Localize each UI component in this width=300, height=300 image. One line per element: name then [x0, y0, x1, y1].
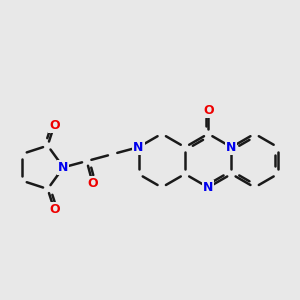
- Text: O: O: [203, 104, 214, 118]
- Text: O: O: [49, 119, 60, 132]
- Text: O: O: [87, 177, 98, 190]
- Text: N: N: [58, 161, 69, 174]
- Text: O: O: [49, 203, 60, 216]
- Text: N: N: [133, 141, 144, 154]
- Text: N: N: [203, 181, 213, 194]
- Text: N: N: [226, 141, 237, 154]
